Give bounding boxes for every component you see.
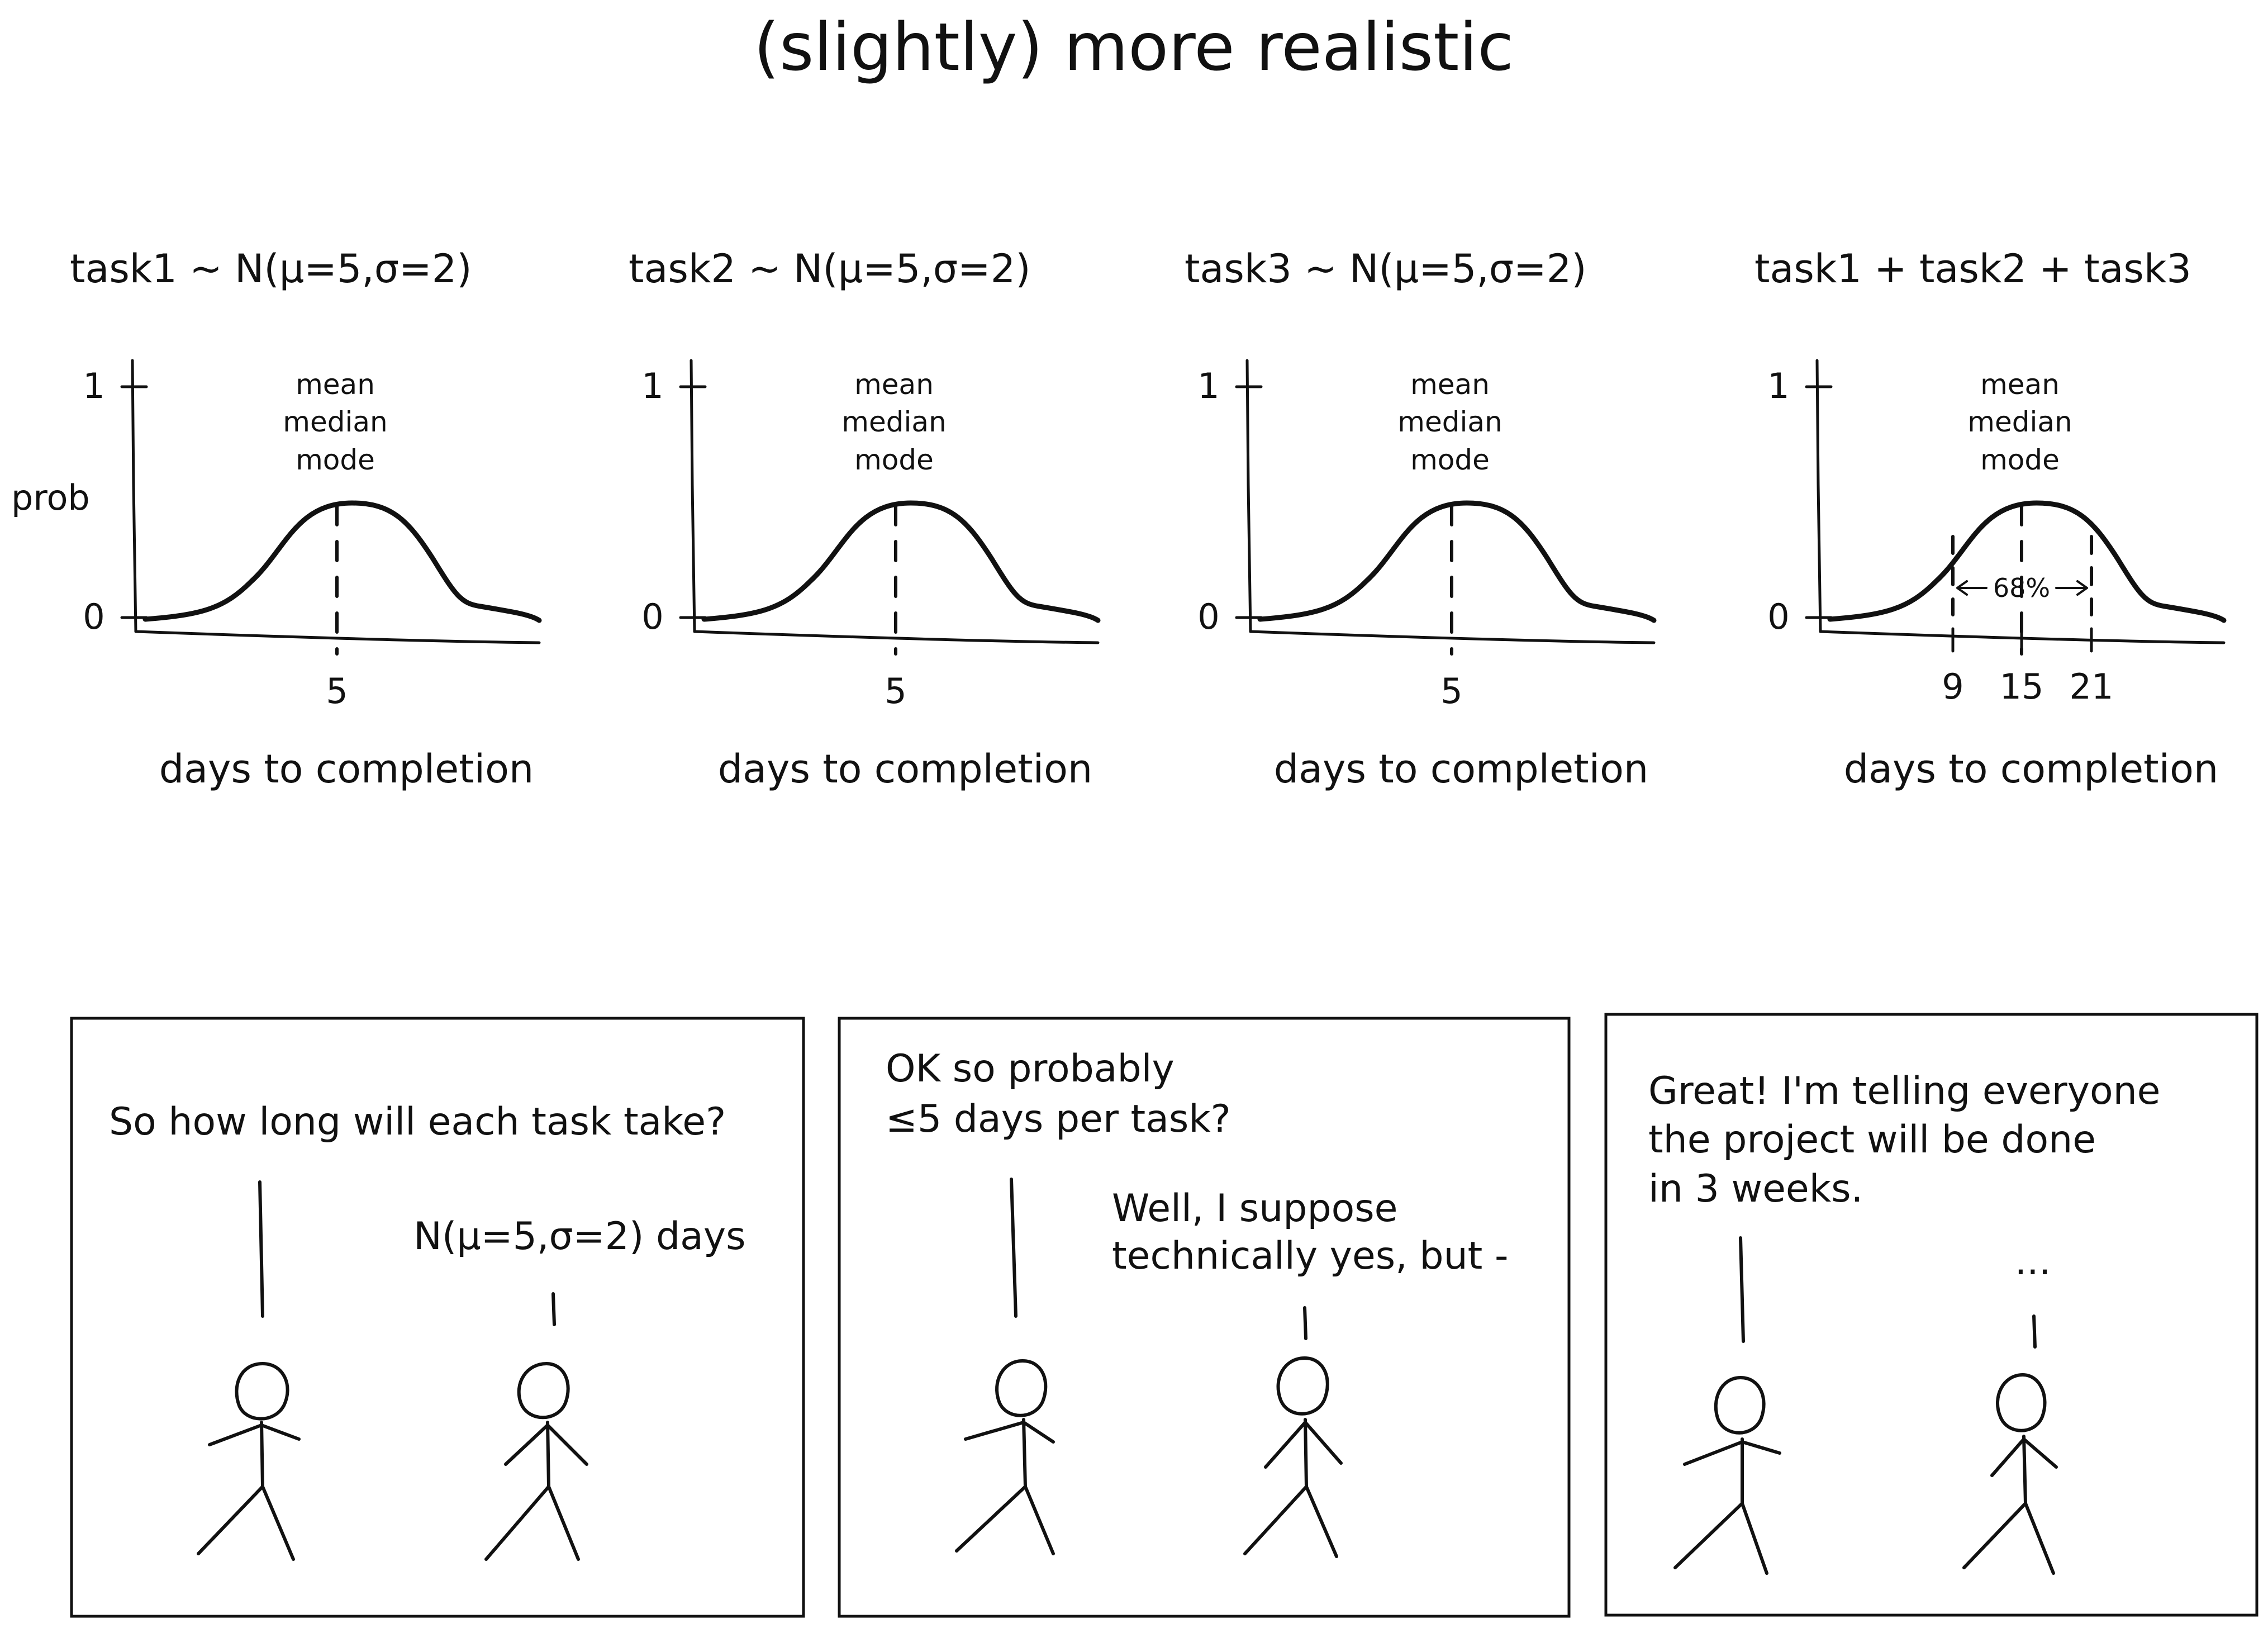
y-tick-label-1: 1 bbox=[83, 366, 104, 406]
comic-panel-2: OK so probably ≤5 days per task? Well, I… bbox=[838, 1017, 1571, 1618]
x-axis-label: days to completion bbox=[159, 746, 534, 792]
y-tick-label-0: 0 bbox=[1197, 596, 1219, 637]
density-curve bbox=[1827, 500, 2227, 623]
annotation-median: median bbox=[1397, 406, 1502, 438]
comic-panel-1: So how long will each task take? N(μ=5,σ… bbox=[70, 1017, 805, 1618]
y-tick-label-1: 1 bbox=[1197, 366, 1219, 406]
speech-left-line-2: the project will be done bbox=[1648, 1118, 2096, 1162]
chart-2: task2 ~ N(μ=5,σ=2) 1 0 mean median mode 5 days … bbox=[629, 246, 1101, 792]
x-axis bbox=[1249, 630, 1656, 644]
x-axis bbox=[1819, 630, 2226, 644]
density-curve bbox=[701, 500, 1101, 623]
y-tick-label-1: 1 bbox=[1767, 366, 1789, 406]
y-axis bbox=[690, 359, 696, 633]
annotation-mode: mode bbox=[1980, 444, 2060, 476]
speech-right: ... bbox=[2015, 1240, 2051, 1284]
annotation-mean: mean bbox=[1410, 368, 1490, 401]
interval-arrow-left bbox=[1956, 580, 1988, 596]
stick-figure-left bbox=[1673, 1376, 1781, 1575]
annotation-mode: mode bbox=[1410, 444, 1490, 476]
speech-tail-right bbox=[551, 1292, 556, 1326]
annotation-mean: mean bbox=[854, 368, 934, 401]
speech-left-line-1: OK so probably bbox=[886, 1047, 1175, 1091]
y-tick-label-1: 1 bbox=[641, 366, 663, 406]
y-axis-label: prob bbox=[11, 477, 90, 518]
chart-title: task1 + task2 + task3 bbox=[1755, 246, 2191, 292]
comic-panel-3: Great! I'm telling everyone the project … bbox=[1604, 1013, 2259, 1617]
y-tick-label-0: 0 bbox=[83, 596, 104, 637]
y-tick-label-0: 0 bbox=[1767, 596, 1789, 637]
charts-row: task1 ~ N(μ=5,σ=2) 1 0 prob mean median mode 5 d… bbox=[11, 246, 2227, 792]
stick-figure-right bbox=[1962, 1373, 2058, 1575]
speech-tail-right bbox=[1303, 1306, 1307, 1340]
stick-figure-right bbox=[484, 1362, 588, 1561]
x-axis bbox=[693, 630, 1100, 644]
stick-figure-left bbox=[197, 1362, 301, 1561]
comic-strip: So how long will each task take? N(μ=5,σ… bbox=[70, 1013, 2259, 1618]
panel-1-frame bbox=[70, 1017, 805, 1618]
x-axis bbox=[134, 630, 541, 644]
x-axis-label: days to completion bbox=[1274, 746, 1649, 792]
speech-tail-left bbox=[1010, 1178, 1017, 1318]
chart-title: task3 ~ N(μ=5,σ=2) bbox=[1185, 246, 1587, 292]
speech-left-line-3: in 3 weeks. bbox=[1648, 1167, 1863, 1211]
annotation-median: median bbox=[841, 406, 946, 438]
stick-figure-left bbox=[955, 1359, 1055, 1555]
panel-3-frame bbox=[1604, 1013, 2259, 1617]
speech-tail-left bbox=[258, 1180, 264, 1318]
chart-title: task1 ~ N(μ=5,σ=2) bbox=[70, 246, 472, 292]
x-tick-label-21: 21 bbox=[2070, 666, 2114, 707]
y-axis bbox=[1245, 359, 1252, 633]
page-title: (slightly) more realistic bbox=[754, 8, 1514, 86]
y-axis bbox=[131, 359, 137, 633]
chart-1: task1 ~ N(μ=5,σ=2) 1 0 prob mean median mode 5 d… bbox=[11, 246, 542, 792]
speech-tail-left bbox=[1739, 1236, 1745, 1343]
interval-label: 68% bbox=[1993, 573, 2050, 603]
annotation-mean: mean bbox=[296, 368, 375, 401]
chart-4: task1 + task2 + task3 1 0 mean median mode 9 15… bbox=[1755, 246, 2227, 792]
x-tick-label: 5 bbox=[326, 671, 348, 711]
chart-3: task3 ~ N(μ=5,σ=2) 1 0 mean median mode 5 days … bbox=[1185, 246, 1657, 792]
density-curve bbox=[1257, 500, 1657, 623]
panel-2-frame bbox=[838, 1017, 1571, 1618]
annotation-mean: mean bbox=[1980, 368, 2060, 401]
annotation-mode: mode bbox=[296, 444, 375, 476]
interval-arrow-right bbox=[2055, 580, 2088, 596]
density-curve bbox=[142, 500, 542, 623]
x-tick-label: 5 bbox=[1440, 671, 1462, 711]
speech-left-line-2: ≤5 days per task? bbox=[886, 1097, 1231, 1141]
x-axis-label: days to completion bbox=[1844, 746, 2219, 792]
x-tick-label-15: 15 bbox=[2000, 666, 2044, 707]
x-axis-label: days to completion bbox=[718, 746, 1093, 792]
annotation-mode: mode bbox=[854, 444, 934, 476]
chart-title: task2 ~ N(μ=5,σ=2) bbox=[629, 246, 1031, 292]
speech-right-line-2: technically yes, but - bbox=[1112, 1234, 1508, 1278]
speech-tail-right bbox=[2032, 1314, 2037, 1349]
annotation-median: median bbox=[283, 406, 387, 438]
y-tick-label-0: 0 bbox=[641, 596, 663, 637]
x-tick-label-9: 9 bbox=[1942, 666, 1963, 707]
speech-left: So how long will each task take? bbox=[109, 1100, 726, 1144]
annotation-median: median bbox=[1967, 406, 2072, 438]
speech-right: N(μ=5,σ=2) days bbox=[413, 1214, 746, 1259]
stick-figure-right bbox=[1243, 1356, 1343, 1558]
y-axis bbox=[1815, 359, 1822, 633]
speech-left-line-1: Great! I'm telling everyone bbox=[1648, 1069, 2161, 1113]
speech-right-line-1: Well, I suppose bbox=[1112, 1186, 1398, 1231]
x-tick-label: 5 bbox=[885, 671, 906, 711]
